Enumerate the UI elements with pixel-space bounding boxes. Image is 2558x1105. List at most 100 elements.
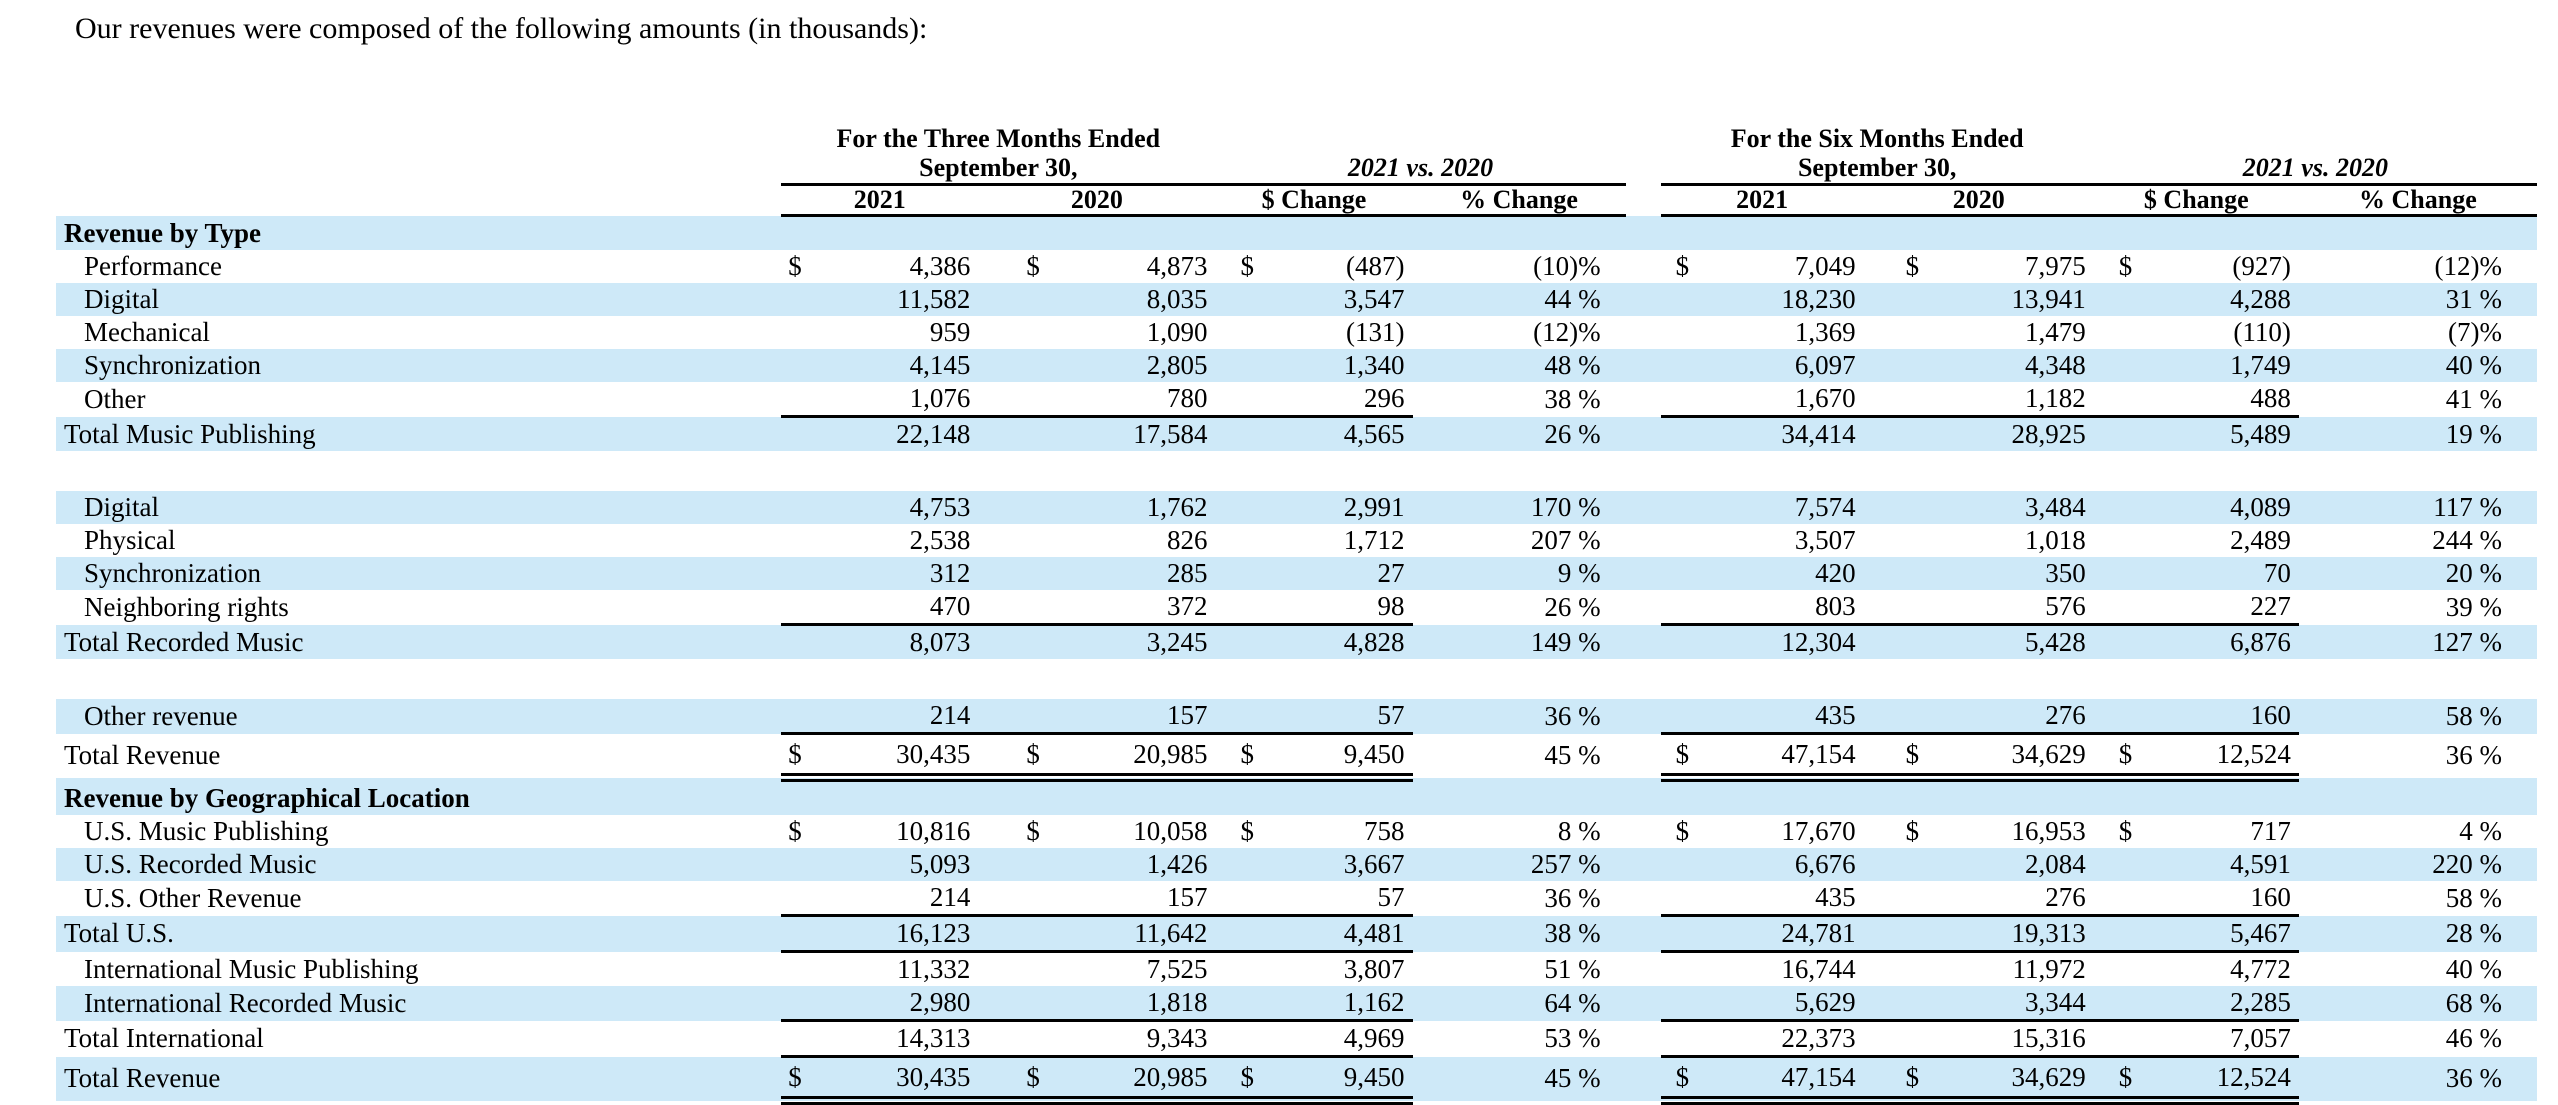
- value-cell: 17,584: [1066, 416, 1216, 451]
- row-label: Mechanical: [84, 317, 210, 348]
- table-row: Synchronization 4,145 2,805 1,340 48 % 6,097 4…: [56, 349, 2537, 382]
- currency-symbol-cell: [781, 349, 828, 382]
- value-cell: 17,670: [1781, 816, 1856, 847]
- currency-symbol-cell: [1863, 349, 1949, 382]
- currency-symbol-cell: [978, 524, 1066, 557]
- value-cell: 276: [1948, 881, 2094, 917]
- table-row: Other 1,076 780 296 38 % 1,670 1,182 488 41 %: [56, 382, 2537, 418]
- currency-symbol-cell: [978, 986, 1067, 1022]
- value-cell: 1,369: [1794, 317, 1856, 348]
- value-cell: 11,972: [2012, 954, 2086, 985]
- value-cell: 4,145: [827, 349, 979, 382]
- percent-cell: 36 %: [2445, 740, 2502, 771]
- value-cell: 435: [1718, 881, 1864, 917]
- percent-cell: 117 %: [2298, 491, 2537, 524]
- currency-symbol-cell: [1863, 848, 1949, 881]
- currency-symbol-cell: [1863, 416, 1949, 451]
- currency-symbol-cell: [1215, 590, 1259, 626]
- currency-symbol-cell: [1864, 524, 1949, 557]
- table-row: Total Revenue $30,435 $20,985 $9,450 45 % $47…: [56, 1056, 2537, 1105]
- section-label: Revenue by Type: [56, 215, 2537, 250]
- header-spacer: [56, 118, 781, 152]
- value-cell: 1,712: [1343, 525, 1405, 556]
- currency-symbol-cell: $: [1675, 251, 1690, 282]
- currency-symbol-cell: [1863, 382, 1949, 418]
- currency-symbol-cell: $: [1863, 733, 1949, 782]
- value-cell: 717: [2250, 816, 2291, 847]
- value-cell: 28,925: [1948, 416, 2094, 451]
- header-row-columns: 2021 2020 $ Change % Change 2021 2020 $ …: [56, 184, 2537, 217]
- value-cell: 2,538: [909, 525, 971, 556]
- currency-symbol-cell: $: [1675, 816, 1690, 847]
- intro-text: Our revenues were composed of the follow…: [75, 12, 928, 45]
- column-gap-cell: [1625, 349, 1661, 382]
- value-cell: 3,484: [1948, 491, 2094, 524]
- value-cell: 15,316: [1948, 1020, 2094, 1058]
- column-gap-cell: [1625, 848, 1661, 881]
- value-cell: 4,591: [2155, 848, 2299, 881]
- table-row: Mechanical 959 1,090 (131) (12)% 1,369 1,479 (1…: [56, 316, 2537, 349]
- table-row: U.S. Music Publishing $10,816 $10,058 $758 8…: [56, 815, 2537, 848]
- currency-symbol-cell: [2094, 952, 2156, 987]
- value-cell: 470: [827, 590, 979, 626]
- row-label: Other revenue: [56, 699, 782, 734]
- value-cell: 2,285: [2155, 986, 2299, 1022]
- value-cell: 350: [1948, 557, 2094, 590]
- table-row: Total U.S. 16,123 11,642 4,481 38 % 24,781 19,…: [56, 915, 2537, 953]
- table-body: Revenue by Type Performance $4,386 $4,873 $ (…: [56, 215, 2537, 1105]
- percent-cell: 51 %: [1544, 953, 1601, 984]
- currency-symbol-cell: [1661, 952, 1719, 987]
- currency-symbol-cell: [2094, 524, 2156, 557]
- percent-cell: 45 %: [1412, 1056, 1626, 1101]
- column-gap-cell: [1626, 815, 1661, 848]
- table-row: Digital 11,582 8,035 3,547 44 % 18,230 13,941 4…: [56, 283, 2537, 316]
- value-cell: 3,807: [1343, 954, 1405, 985]
- header-spacer: [1215, 118, 1625, 152]
- currency-symbol-cell: [2093, 491, 2156, 524]
- currency-symbol-cell: $: [1026, 816, 1040, 847]
- value-cell: 16,953: [2011, 816, 2086, 847]
- value-cell: 11,642: [1066, 915, 1216, 953]
- currency-symbol-cell: $: [1660, 733, 1719, 782]
- value-cell: 435: [1718, 699, 1864, 735]
- percent-cell: 45 %: [1544, 740, 1601, 771]
- percent-cell: 257 %: [1412, 848, 1626, 881]
- currency-symbol-cell: $: [1240, 816, 1254, 847]
- row-label: Total U.S.: [56, 915, 782, 952]
- currency-symbol-cell: [1863, 590, 1949, 626]
- percent-cell: 40 %: [2445, 953, 2502, 984]
- value-cell: 9,343: [1066, 1020, 1216, 1058]
- currency-symbol-cell: [978, 699, 1067, 735]
- row-label: Neighboring rights: [84, 592, 289, 623]
- value-cell: (110): [2233, 317, 2291, 348]
- value-cell: 4,828: [1258, 624, 1413, 659]
- percent-cell: 207 %: [1530, 525, 1601, 556]
- row-label: Total Revenue: [64, 740, 221, 771]
- percent-cell: 58 %: [2445, 883, 2502, 914]
- currency-symbol-cell: [1215, 848, 1259, 881]
- currency-symbol-cell: [781, 1020, 828, 1058]
- value-cell: 4,089: [2155, 491, 2299, 524]
- currency-symbol-cell: $: [978, 733, 1067, 782]
- value-cell: 214: [827, 699, 979, 735]
- currency-symbol-cell: [2093, 986, 2156, 1022]
- value-cell: 11,332: [897, 954, 971, 985]
- row-label: Total International: [64, 1023, 264, 1054]
- value-cell: 6,097: [1718, 349, 1864, 382]
- currency-symbol-cell: [781, 699, 828, 735]
- table-row: Total Music Publishing 22,148 17,584 4,565 2…: [56, 416, 2537, 451]
- column-gap-cell: [1625, 283, 1661, 316]
- currency-symbol-cell: $: [1215, 733, 1259, 782]
- currency-symbol-cell: [781, 986, 828, 1022]
- currency-symbol-cell: $: [2118, 816, 2133, 847]
- value-cell: 5,428: [1948, 624, 2094, 659]
- value-cell: (131): [1346, 317, 1405, 348]
- row-label: U.S. Other Revenue: [84, 883, 302, 914]
- section-label: Revenue by Geographical Location: [56, 777, 2537, 815]
- currency-symbol-cell: [1863, 283, 1949, 316]
- value-cell: 7,057: [2155, 1020, 2299, 1058]
- value-cell: 157: [1066, 881, 1216, 917]
- currency-symbol-cell: $: [1660, 1056, 1719, 1105]
- table-row: Total Recorded Music 8,073 3,245 4,828 149 %…: [56, 624, 2537, 659]
- percent-cell: 20 %: [2298, 557, 2537, 590]
